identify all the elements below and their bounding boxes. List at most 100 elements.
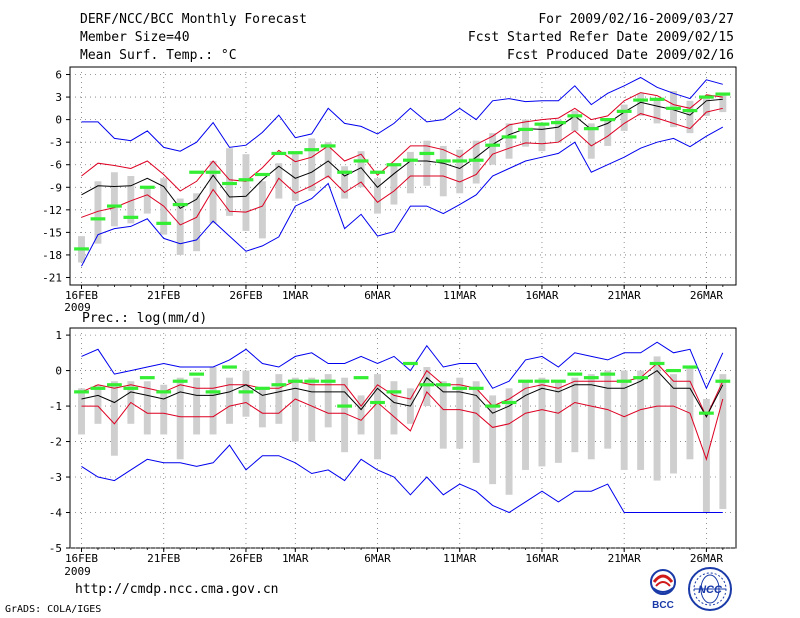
- spread-box: [209, 160, 217, 224]
- spread-box: [275, 163, 283, 199]
- median-marker: [222, 365, 237, 369]
- spread-box: [719, 374, 727, 509]
- spread-box: [489, 395, 497, 485]
- median-marker: [139, 185, 155, 189]
- spread-box: [209, 367, 217, 435]
- median-marker: [649, 361, 665, 366]
- spread-box: [242, 154, 250, 231]
- spread-box: [554, 381, 562, 463]
- spread-box: [357, 151, 365, 188]
- median-marker: [435, 159, 451, 163]
- spread-box: [702, 98, 710, 116]
- median-marker: [287, 379, 303, 383]
- refer-date: Fcst Started Refer Date 2009/02/15: [467, 30, 734, 45]
- spread-box: [686, 100, 694, 134]
- spread-box: [78, 388, 85, 435]
- median-marker: [370, 170, 385, 174]
- bcc-logo: BCC: [650, 569, 676, 610]
- x-tick-label: 26MAR: [690, 552, 723, 565]
- y-tick-label: -6: [49, 159, 62, 172]
- median-marker: [189, 372, 205, 376]
- spread-box: [719, 93, 727, 113]
- median-marker: [353, 376, 369, 380]
- y-tick-label: -15: [42, 226, 62, 239]
- y-tick-label: 0: [55, 114, 62, 127]
- x-tick-label: 16FEB: [65, 552, 98, 565]
- spread-box: [456, 149, 464, 194]
- spread-box: [456, 377, 464, 449]
- spread-box: [143, 381, 151, 435]
- median-marker: [699, 411, 714, 415]
- variable-label: Mean Surf. Temp.: °C: [80, 48, 237, 63]
- median-marker: [699, 95, 714, 99]
- spread-box: [390, 381, 398, 435]
- median-marker: [666, 368, 681, 373]
- median-marker: [534, 122, 550, 126]
- median-marker: [255, 386, 270, 390]
- precip-title: Prec.: log(mm/d): [82, 311, 207, 326]
- y-tick-label: -18: [42, 249, 62, 262]
- median-marker: [468, 386, 484, 390]
- spread-box: [472, 140, 480, 184]
- chart-title: DERF/NCC/BCC Monthly Forecast: [80, 12, 307, 27]
- median-marker: [551, 121, 566, 125]
- median-marker: [156, 390, 172, 394]
- median-marker: [682, 365, 698, 369]
- median-marker: [682, 109, 698, 113]
- x-tick-label: 21MAR: [608, 289, 641, 302]
- median-marker: [403, 361, 418, 366]
- median-marker: [370, 400, 385, 405]
- median-marker: [666, 106, 681, 110]
- source-url[interactable]: http://cmdp.ncc.cma.gov.cn: [75, 582, 279, 597]
- median-marker: [107, 204, 122, 208]
- median-marker: [435, 383, 451, 387]
- svg-text:NCC: NCC: [698, 584, 723, 596]
- median-marker: [156, 221, 172, 225]
- median-marker: [287, 151, 303, 155]
- spread-box: [94, 181, 102, 244]
- spread-box: [226, 377, 233, 424]
- spread-box: [374, 178, 381, 214]
- median-marker: [353, 159, 369, 163]
- x-tick-label: 16FEB: [65, 289, 98, 302]
- spread-box: [587, 123, 595, 159]
- median-marker: [485, 143, 501, 147]
- median-marker: [600, 372, 616, 376]
- median-marker: [419, 383, 435, 387]
- series-max-line: [81, 76, 723, 152]
- y-tick-label: -3: [49, 136, 62, 149]
- spread-box: [489, 133, 497, 165]
- median-marker: [386, 390, 402, 394]
- median-marker: [600, 118, 616, 122]
- median-marker: [583, 127, 599, 131]
- median-marker: [518, 127, 533, 131]
- median-marker: [107, 383, 122, 387]
- y-tick-label: -4: [49, 507, 63, 520]
- median-marker: [90, 386, 106, 390]
- x-year-label: 2009: [64, 301, 91, 314]
- x-tick-label: 11MAR: [443, 552, 476, 565]
- median-marker: [123, 386, 139, 390]
- spread-box: [193, 377, 201, 435]
- series-mean-line: [81, 369, 724, 418]
- spread-box: [291, 377, 299, 442]
- spread-box: [423, 367, 431, 407]
- y-tick-label: -1: [49, 400, 62, 413]
- x-tick-label: 1MAR: [282, 552, 309, 565]
- y-tick-label: -5: [49, 542, 62, 555]
- ncc-logo: NCC: [688, 567, 732, 611]
- x-tick-label: 1MAR: [282, 289, 309, 302]
- y-tick-label: 1: [55, 329, 62, 342]
- spread-box: [258, 388, 266, 428]
- spread-box: [670, 374, 677, 474]
- spread-box: [571, 110, 579, 131]
- spread-box: [637, 93, 645, 116]
- spread-box: [637, 370, 645, 470]
- spread-box: [160, 384, 168, 435]
- plot-frame-0: [69, 66, 737, 286]
- spread-box: [390, 164, 398, 205]
- spread-box: [193, 193, 201, 252]
- plot-frame-1: [69, 327, 737, 549]
- series-mean-line: [81, 98, 723, 209]
- median-marker: [271, 151, 287, 156]
